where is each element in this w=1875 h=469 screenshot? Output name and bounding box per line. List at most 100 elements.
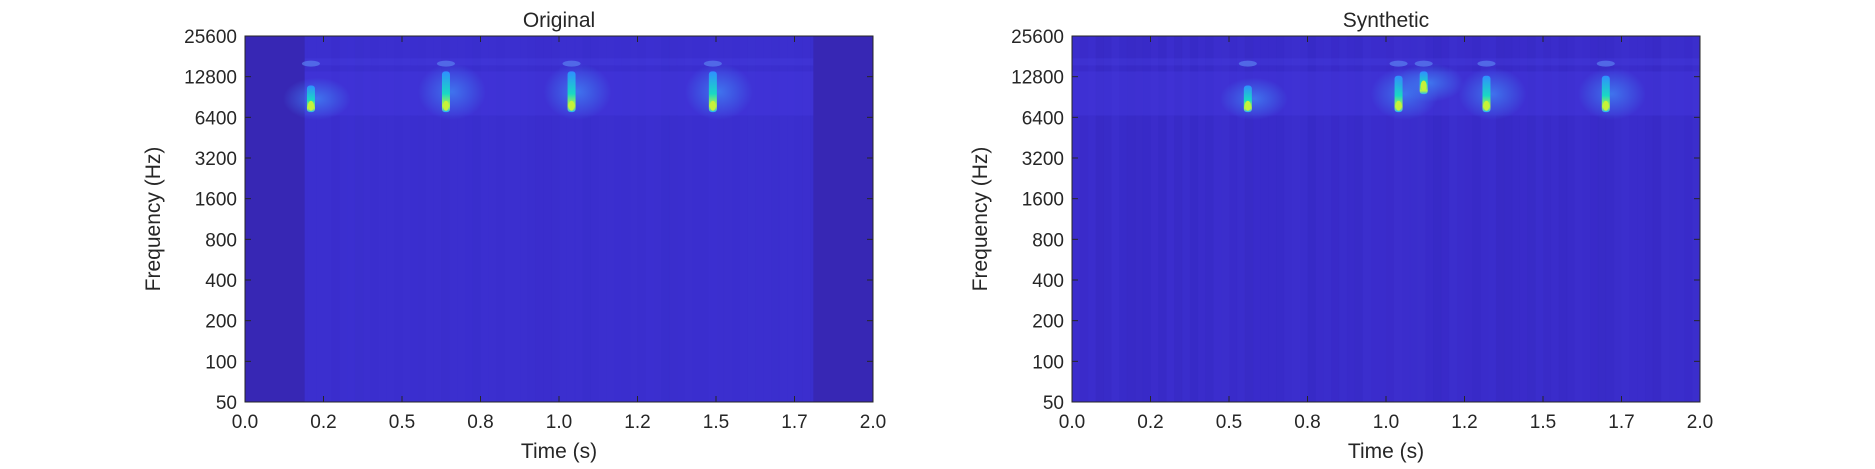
texture-stripe: [1692, 36, 1700, 402]
texture-stripe: [1558, 36, 1568, 402]
y-tick-label: 12800: [184, 68, 237, 89]
texture-stripe: [1535, 36, 1544, 402]
y-tick-label: 800: [1032, 230, 1064, 251]
y-axis-label: Frequency (Hz): [969, 147, 992, 292]
texture-stripe: [331, 36, 340, 402]
texture-stripe: [1291, 36, 1301, 402]
texture-stripe: [1134, 36, 1144, 402]
texture-stripe: [1590, 36, 1599, 402]
x-tick-label: 0.8: [467, 412, 493, 433]
texture-stripe: [1621, 36, 1630, 402]
x-tick-label: 1.5: [1530, 412, 1556, 433]
texture-stripe: [1495, 36, 1505, 402]
x-tick-label: 1.7: [1608, 412, 1634, 433]
texture-stripe: [543, 36, 552, 402]
event-core: [567, 71, 576, 113]
event-peak: [1395, 100, 1402, 111]
event-glow: [1395, 63, 1464, 103]
y-tick-label: 200: [1032, 312, 1064, 333]
event-glow: [1577, 67, 1646, 121]
upper-band: [245, 58, 873, 66]
y-tick-label: 200: [205, 312, 237, 333]
y-tick-label: 6400: [195, 108, 237, 129]
texture-stripe: [1613, 36, 1622, 402]
y-tick-label: 100: [1032, 352, 1064, 373]
event-glow: [684, 63, 753, 121]
texture-stripe: [1205, 36, 1214, 402]
y-tick-label: 50: [1043, 393, 1064, 414]
texture-stripe: [1527, 36, 1536, 402]
y-tick-label: 1600: [1022, 190, 1064, 211]
texture-stripe: [1221, 36, 1230, 402]
texture-stripe: [1103, 36, 1112, 402]
y-tick-label: 800: [205, 230, 237, 251]
texture-stripe: [1244, 36, 1254, 402]
texture-stripe: [480, 36, 489, 402]
event-harmonic: [301, 60, 320, 67]
texture-stripe: [1174, 36, 1183, 402]
texture-stripe: [1323, 36, 1332, 402]
texture-stripe: [1370, 36, 1379, 402]
texture-stripe: [1331, 36, 1340, 402]
x-tick-label: 0.5: [389, 412, 415, 433]
event-peak: [1483, 100, 1490, 111]
texture-stripe: [1150, 36, 1159, 402]
texture-stripe: [1433, 36, 1442, 402]
y-tick-label: 25600: [1011, 27, 1064, 48]
texture-stripe: [1087, 36, 1097, 402]
chart-synthetic: 0.0 0.2 0.5 0.8 1.0 1.2 1.5 1.7 2.0 50 100 200 400 80…: [969, 9, 1713, 463]
texture-stripe: [1119, 36, 1128, 402]
y-tick-label: 400: [1032, 271, 1064, 292]
x-tick-label: 0.2: [310, 412, 336, 433]
texture-stripe: [1597, 36, 1607, 402]
texture-stripe: [1652, 36, 1662, 402]
x-axis: 0.0 0.2 0.5 0.8 1.0 1.2 1.5 1.7 2.0: [232, 36, 886, 433]
texture-stripe: [1158, 36, 1167, 402]
texture-stripe: [1645, 36, 1654, 402]
texture-stripe: [1605, 36, 1615, 402]
x-tick-label: 0.8: [1294, 412, 1320, 433]
upper-band: [1072, 58, 1700, 66]
x-tick-label: 1.2: [624, 412, 650, 433]
texture-stripe: [1299, 36, 1308, 402]
event-core: [708, 71, 717, 113]
texture-stripe: [1307, 36, 1316, 402]
texture-stripe: [1574, 36, 1583, 402]
y-tick-label: 1600: [195, 190, 237, 211]
texture-stripe: [1660, 36, 1670, 402]
texture-stripe: [1448, 36, 1458, 402]
y-tick-label: 25600: [184, 27, 237, 48]
x-tick-label: 1.0: [1373, 412, 1399, 433]
texture-stripe: [1503, 36, 1513, 402]
texture-stripe: [535, 36, 544, 402]
event-peak: [709, 100, 716, 111]
texture-stripe: [1189, 36, 1199, 402]
texture-stripe: [1362, 36, 1371, 402]
x-tick-label: 2.0: [1687, 412, 1713, 433]
chart-title: Synthetic: [1343, 9, 1429, 32]
texture-stripe: [1417, 36, 1426, 402]
texture-stripe: [1378, 36, 1387, 402]
texture-stripe: [1181, 36, 1191, 402]
texture-stripe: [1072, 36, 1081, 402]
x-axis-label: Time (s): [1348, 440, 1424, 463]
spectrogram-image: [245, 36, 873, 402]
event-harmonic: [436, 60, 455, 67]
chart-title: Original: [523, 9, 595, 32]
x-tick-label: 0.0: [1059, 412, 1085, 433]
y-axis: 50 100 200 400 800 1600 3200 6400 12800 25600: [1011, 27, 1700, 414]
texture-stripe: [1095, 36, 1104, 402]
event-peak: [1602, 100, 1609, 111]
y-tick-label: 100: [205, 352, 237, 373]
texture-stripe: [1566, 36, 1575, 402]
texture-stripe: [1142, 36, 1151, 402]
texture-stripe: [1401, 36, 1411, 402]
x-tick-label: 0.5: [1216, 412, 1242, 433]
event-glow: [1458, 67, 1527, 121]
texture-stripe: [1111, 36, 1120, 402]
y-axis-label: Frequency (Hz): [142, 147, 165, 292]
event-glow: [282, 77, 351, 121]
y-tick-label: 3200: [195, 149, 237, 170]
event-harmonic: [1238, 60, 1257, 67]
